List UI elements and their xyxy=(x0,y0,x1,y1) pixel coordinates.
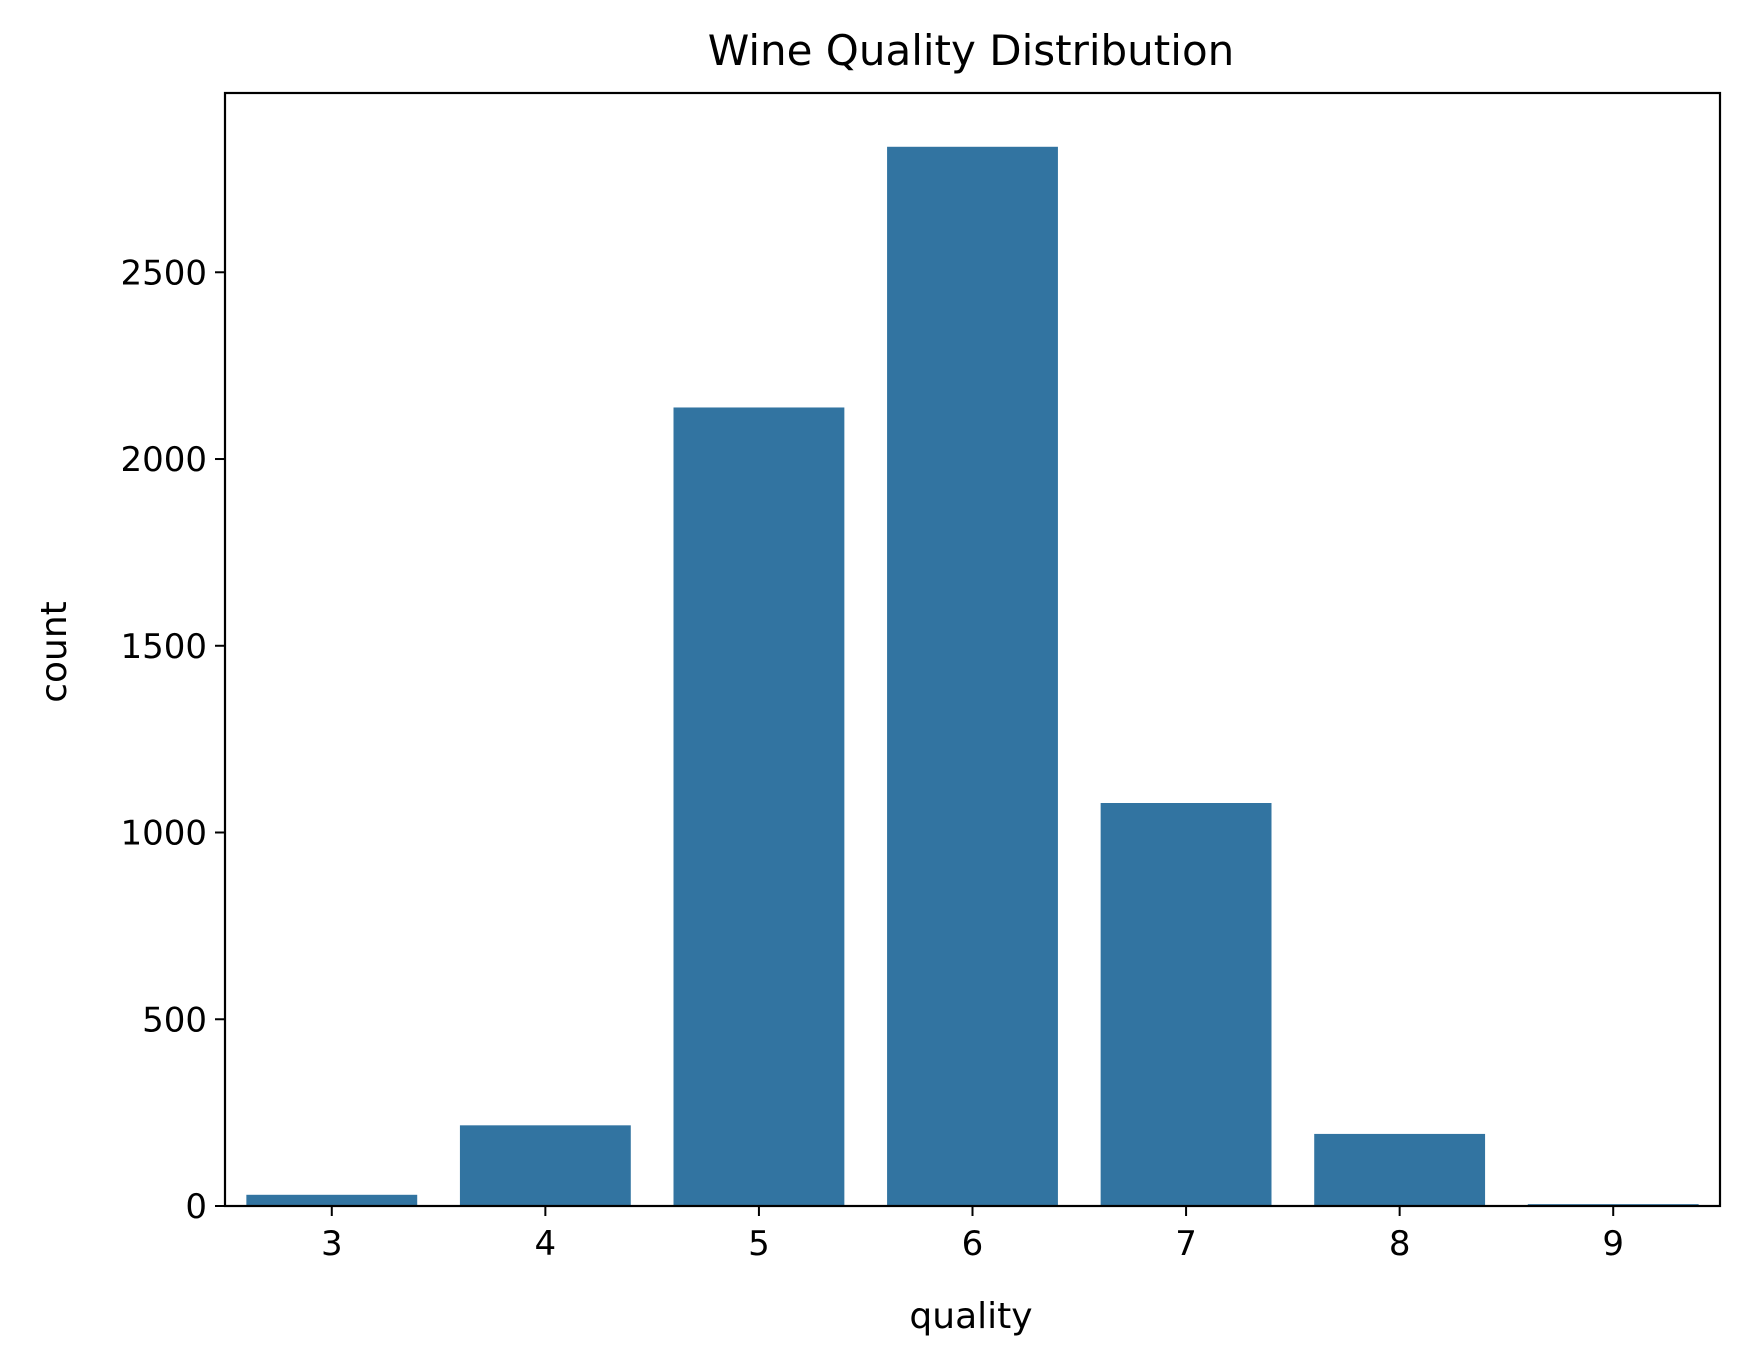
y-tick-label: 0 xyxy=(185,1187,207,1227)
y-tick-label: 500 xyxy=(142,1000,207,1040)
x-tick-label: 3 xyxy=(321,1224,343,1264)
x-tick-label: 8 xyxy=(1389,1224,1411,1264)
y-axis-ticks: 0 500 1000 1500 2000 2500 xyxy=(120,253,225,1227)
x-axis-label: quality xyxy=(909,1296,1032,1337)
bar-quality-4 xyxy=(459,1125,631,1206)
bar-quality-6 xyxy=(887,146,1058,1206)
x-tick-label: 4 xyxy=(535,1224,557,1264)
x-tick-label: 7 xyxy=(1175,1224,1197,1264)
y-axis-label: count xyxy=(34,601,75,703)
x-tick-label: 6 xyxy=(962,1224,984,1264)
y-tick-label: 1500 xyxy=(120,627,207,667)
bars-group xyxy=(246,146,1699,1206)
y-tick-label: 2000 xyxy=(120,440,207,480)
bar-quality-5 xyxy=(673,407,845,1206)
y-tick-label: 1000 xyxy=(120,814,207,854)
chart-title: Wine Quality Distribution xyxy=(708,26,1235,75)
bar-quality-3 xyxy=(246,1194,418,1206)
x-tick-label: 5 xyxy=(748,1224,770,1264)
plot-frame xyxy=(223,91,1722,1208)
bar-quality-7 xyxy=(1100,803,1272,1206)
bar-quality-8 xyxy=(1314,1133,1486,1206)
x-tick-label: 9 xyxy=(1602,1224,1624,1264)
x-axis-ticks: 3 4 5 6 7 8 9 xyxy=(321,1206,1624,1264)
y-tick-label: 2500 xyxy=(120,253,207,293)
